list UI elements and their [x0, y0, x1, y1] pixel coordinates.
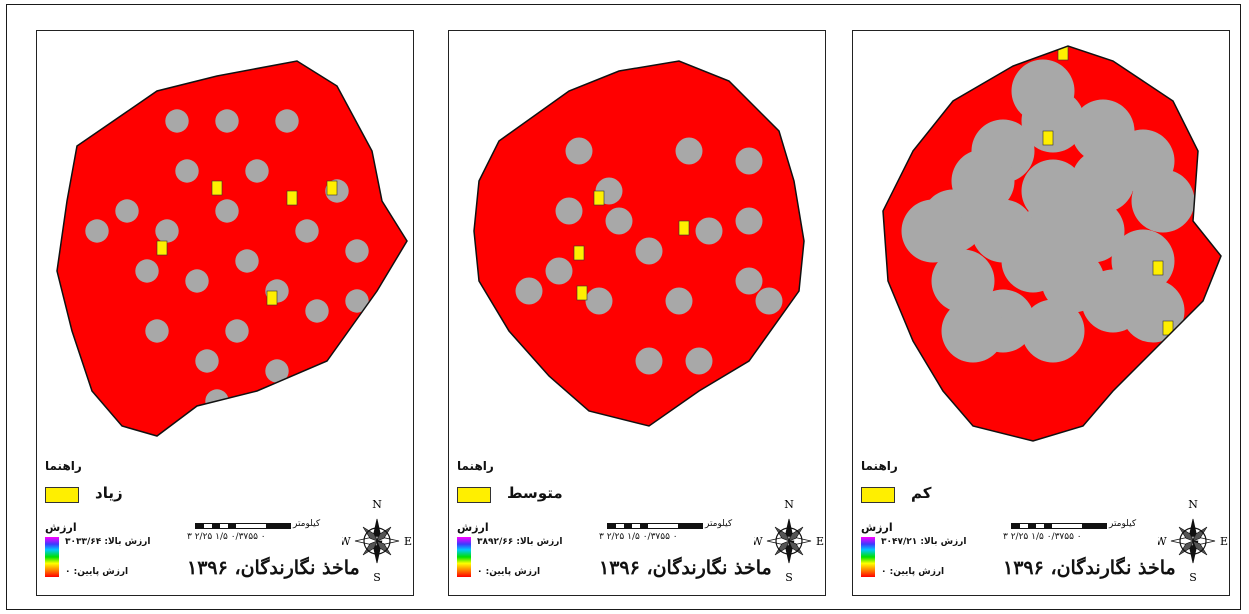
- legend-title: راهنما: [861, 459, 898, 473]
- north-arrow-compass-icon: N S E W: [754, 499, 824, 583]
- figure-frame: [6, 4, 1241, 610]
- legend-class-label: زیاد: [95, 484, 123, 502]
- legend-swatch: [861, 487, 895, 503]
- low-value: ارزش پایین: ۰: [881, 567, 945, 577]
- scale-ticks: ۰ ۰/۳۷۵۵ ۱/۵ ۲/۲۵ ۳: [187, 532, 266, 542]
- compass-w-label: W: [342, 535, 351, 548]
- compass-e-label: E: [816, 535, 824, 548]
- value-title: ارزش: [861, 521, 893, 534]
- north-arrow-compass-icon: N S E W: [342, 499, 412, 583]
- compass-w-label: W: [754, 535, 763, 548]
- color-ramp: [861, 537, 875, 577]
- scale-bar: [1011, 523, 1107, 529]
- map-panel-medium: راهنما متوسط ارزش ارزش بالا: ۳۸۹۲/۶۶ ارز…: [448, 30, 826, 596]
- legend-class-label: متوسط: [507, 484, 563, 502]
- legend-class-label: کم: [911, 484, 932, 502]
- source-caption: ماخذ نگارندگان، ۱۳۹۶: [1003, 557, 1176, 579]
- compass-s-label: S: [785, 571, 793, 583]
- low-value: ارزش پایین: ۰: [477, 567, 541, 577]
- compass-e-label: E: [404, 535, 412, 548]
- density-map-medium: [473, 60, 805, 427]
- source-caption: ماخذ نگارندگان، ۱۳۹۶: [599, 557, 772, 579]
- density-map-high: [56, 60, 408, 437]
- north-arrow-compass-icon: N S E W: [1158, 499, 1228, 583]
- scale-unit: کیلومتر: [705, 519, 733, 529]
- compass-e-label: E: [1220, 535, 1228, 548]
- scale-bar: [195, 523, 291, 529]
- compass-s-label: S: [1189, 571, 1197, 583]
- color-ramp: [457, 537, 471, 577]
- scale-unit: کیلومتر: [293, 519, 321, 529]
- legend-swatch: [45, 487, 79, 503]
- legend-swatch: [457, 487, 491, 503]
- high-value: ارزش بالا: ۳۰۳۳/۶۴: [65, 537, 151, 547]
- value-title: ارزش: [45, 521, 77, 534]
- compass-n-label: N: [784, 499, 794, 511]
- legend-title: راهنما: [457, 459, 494, 473]
- compass-n-label: N: [1188, 499, 1198, 511]
- map-panel-low: راهنما کم ارزش ارزش بالا: ۳۰۴۷/۲۱ ارزش پ…: [852, 30, 1230, 596]
- density-map-low: [882, 45, 1222, 442]
- compass-w-label: W: [1158, 535, 1167, 548]
- high-value: ارزش بالا: ۳۸۹۲/۶۶: [477, 537, 563, 547]
- legend-title: راهنما: [45, 459, 82, 473]
- scale-unit: کیلومتر: [1109, 519, 1137, 529]
- value-title: ارزش: [457, 521, 489, 534]
- map-panel-high: راهنما زیاد ارزش ارزش بالا: ۳۰۳۳/۶۴ ارزش…: [36, 30, 414, 596]
- scale-ticks: ۰ ۰/۳۷۵۵ ۱/۵ ۲/۲۵ ۳: [599, 532, 678, 542]
- color-ramp: [45, 537, 59, 577]
- low-value: ارزش پایین: ۰: [65, 567, 129, 577]
- high-value: ارزش بالا: ۳۰۴۷/۲۱: [881, 537, 967, 547]
- compass-n-label: N: [372, 499, 382, 511]
- scale-bar: [607, 523, 703, 529]
- scale-ticks: ۰ ۰/۳۷۵۵ ۱/۵ ۲/۲۵ ۳: [1003, 532, 1082, 542]
- source-caption: ماخذ نگارندگان، ۱۳۹۶: [187, 557, 360, 579]
- compass-s-label: S: [373, 571, 381, 583]
